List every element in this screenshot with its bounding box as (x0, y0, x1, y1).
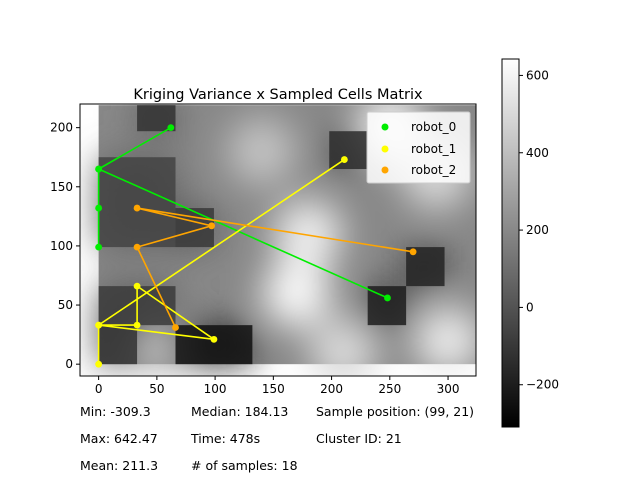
stats-panel: Min: -309.3 Median: 184.13 Sample positi… (80, 404, 474, 473)
point-robot_2 (133, 204, 141, 212)
heatmap-light-spot (414, 306, 476, 375)
point-robot_1 (210, 335, 218, 343)
colorbar-gradient (501, 58, 520, 428)
colorbar-tick-label: 200 (526, 223, 549, 237)
heatmap-light-spot (227, 117, 296, 186)
stat-median: Median: 184.13 (191, 404, 288, 419)
point-robot_0 (384, 294, 391, 302)
heatmap-light-spot (262, 259, 331, 328)
colorbar-ticks: −200 0 200 400 600 (519, 68, 559, 392)
y-tick-label: 100 (50, 239, 73, 253)
point-robot_1 (95, 360, 103, 368)
robot-paths (95, 124, 417, 368)
stat-time: Time: 478s (190, 431, 260, 446)
legend-marker-robot_1 (381, 145, 389, 153)
x-tick-label: 0 (95, 382, 103, 396)
point-robot_2 (172, 324, 179, 331)
colorbar-tick-label: 600 (526, 68, 549, 82)
x-tick-label: 200 (320, 382, 343, 396)
legend-marker-robot_2 (381, 166, 389, 174)
point-robot_0 (167, 124, 175, 132)
stat-sample-position: Sample position: (99, 21) (316, 404, 474, 419)
y-tick-label: 200 (50, 121, 73, 135)
x-tick-label: 250 (378, 382, 401, 396)
y-tick-label: 50 (58, 298, 73, 312)
x-tick-label: 50 (149, 382, 164, 396)
heatmap-light-spot (274, 200, 343, 269)
point-robot_0 (95, 165, 103, 173)
legend-label-robot_1: robot_1 (411, 142, 456, 156)
point-robot_0 (95, 243, 103, 251)
point-robot_1 (133, 282, 141, 290)
chart-title: Kriging Variance x Sampled Cells Matrix (133, 87, 423, 103)
legend: robot_0 robot_1 robot_2 (366, 111, 471, 184)
heatmap-cell (98, 157, 176, 248)
stat-max: Max: 642.47 (80, 431, 158, 446)
heatmap-cell (98, 325, 138, 365)
x-tick-label: 300 (437, 382, 460, 396)
colorbar-tick-label: −200 (526, 378, 559, 392)
stat-mean: Mean: 211.3 (80, 458, 158, 473)
y-tick-label: 0 (65, 357, 73, 371)
colorbar-tick-label: 400 (526, 146, 549, 160)
legend-box (366, 111, 471, 184)
point-robot_2 (133, 243, 141, 251)
heatmap-light-spot (309, 318, 378, 376)
point-robot_1 (340, 156, 348, 163)
heatmap-cell (175, 325, 253, 365)
point-robot_1 (133, 321, 141, 329)
y-axis: 0 50 100 150 200 (50, 121, 80, 371)
stat-cluster: Cluster ID: 21 (316, 431, 402, 446)
legend-label-robot_0: robot_0 (411, 120, 456, 134)
stat-min: Min: -309.3 (80, 404, 151, 419)
point-robot_2 (409, 248, 417, 256)
point-robot_2 (208, 222, 216, 230)
colorbar-tick-label: 0 (526, 300, 534, 314)
point-robot_0 (95, 204, 103, 212)
point-robot_1 (95, 321, 103, 329)
x-tick-label: 150 (262, 382, 285, 396)
heatmap-cell (329, 131, 368, 170)
heatmap-dark-cells (98, 105, 445, 365)
x-tick-label: 100 (204, 382, 227, 396)
stat-samples: # of samples: 18 (191, 458, 298, 473)
x-axis: 0 50 100 150 200 250 300 (95, 376, 460, 396)
legend-label-robot_2: robot_2 (411, 163, 456, 177)
legend-marker-robot_0 (381, 123, 389, 131)
y-tick-label: 150 (50, 180, 73, 194)
colorbar: −200 0 200 400 600 (501, 58, 559, 428)
series-line-robot_0 (97, 127, 388, 299)
plot-frame (79, 103, 477, 377)
